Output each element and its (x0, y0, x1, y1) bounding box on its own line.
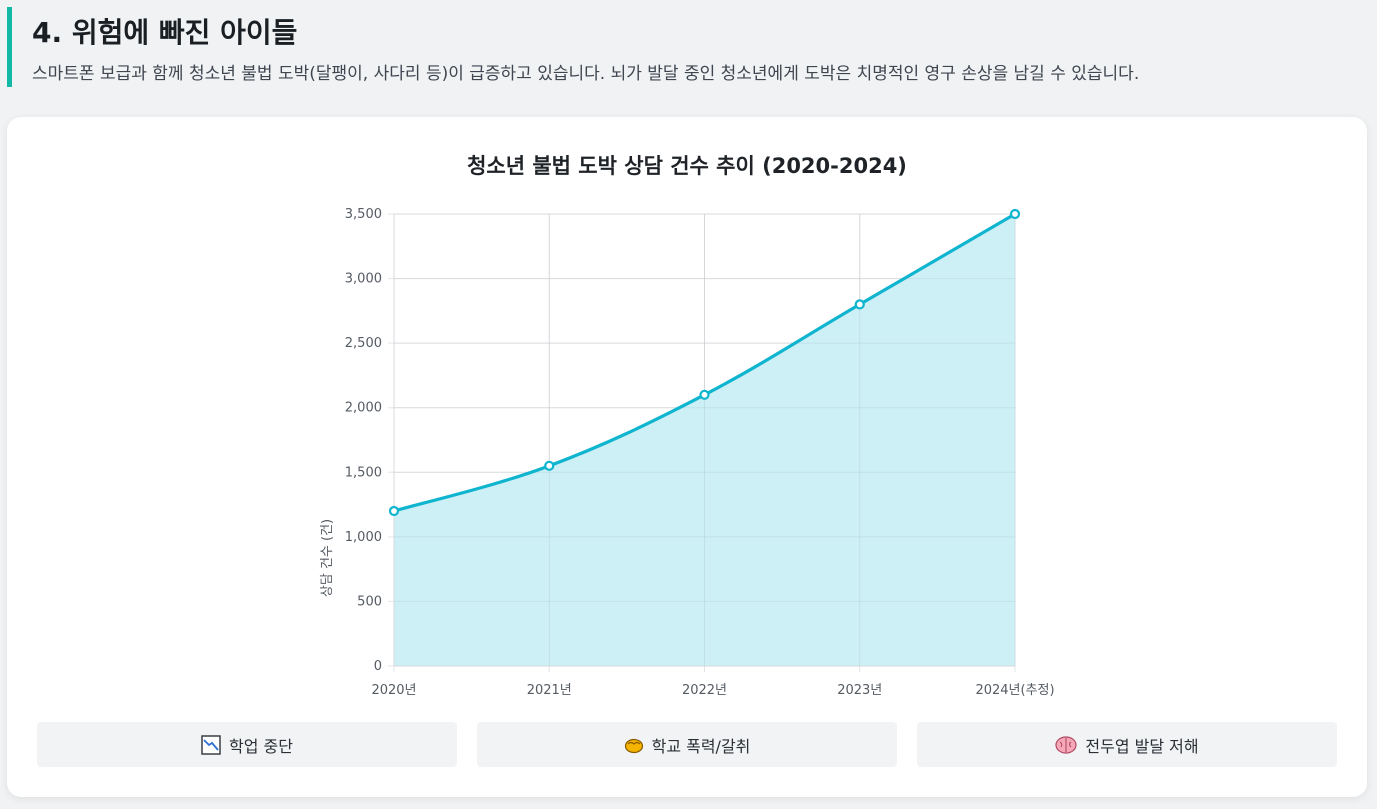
section-description: 스마트폰 보급과 함께 청소년 불법 도박(달팽이, 사다리 등)이 급증하고 … (32, 64, 1140, 84)
chart-area-layer (388, 208, 1021, 667)
y-tick-label: 2,000 (345, 401, 382, 416)
impact-brain-development: 전두엽 발달 저해 (917, 722, 1337, 767)
impact-list: 학업 중단 학교 폭력/갈취 전두엽 발달 저해 (37, 722, 1337, 767)
y-tick-label: 3,500 (345, 207, 382, 222)
impact-label: 학업 중단 (229, 736, 293, 756)
data-point[interactable] (388, 505, 400, 517)
impact-label: 전두엽 발달 저해 (1085, 736, 1199, 756)
section-title: 4. 위험에 빠진 아이들 (32, 16, 298, 49)
data-point[interactable] (699, 389, 710, 400)
brain-icon (1055, 735, 1077, 755)
y-tick-label: 1,000 (345, 530, 382, 545)
y-tick-label: 3,000 (345, 272, 382, 287)
chart-decreasing-icon (201, 734, 221, 755)
impact-label: 학교 폭력/갈취 (651, 736, 751, 756)
impact-school-violence: 학교 폭력/갈취 (477, 722, 897, 767)
x-tick-label: 2024년(추정) (975, 683, 1054, 698)
chart-card: 청소년 불법 도박 상담 건수 추이 (2020-2024) 0 500 1,000… (7, 117, 1367, 797)
fist-icon (624, 735, 644, 755)
area-chart: 청소년 불법 도박 상담 건수 추이 (2020-2024) 0 500 1,000… (320, 154, 1055, 698)
data-point[interactable] (1009, 208, 1021, 220)
data-point[interactable] (544, 460, 555, 471)
section-header: 4. 위험에 빠진 아이들 스마트폰 보급과 함께 청소년 불법 도박(달팽이,… (7, 7, 1367, 87)
chart-title: 청소년 불법 도박 상담 건수 추이 (2020-2024) (467, 154, 907, 178)
x-axis-ticks: 2020년 2021년 2022년 2023년 2024년(추정) (371, 683, 1054, 698)
data-point[interactable] (854, 299, 865, 310)
x-tick-label: 2022년 (682, 683, 727, 698)
impact-dropout: 학업 중단 (37, 722, 457, 767)
y-tick-label: 0 (374, 659, 382, 674)
y-axis-label: 상담 건수 (건) (320, 519, 335, 597)
y-tick-label: 2,500 (345, 336, 382, 351)
series-area-fill (394, 214, 1015, 666)
x-tick-label: 2023년 (837, 683, 882, 698)
y-axis-ticks: 0 500 1,000 1,500 2,000 2,500 3,000 3,500 (345, 207, 382, 674)
y-tick-label: 500 (357, 594, 382, 609)
x-tick-label: 2020년 (371, 683, 416, 698)
y-tick-label: 1,500 (345, 465, 382, 480)
x-tick-label: 2021년 (527, 683, 572, 698)
